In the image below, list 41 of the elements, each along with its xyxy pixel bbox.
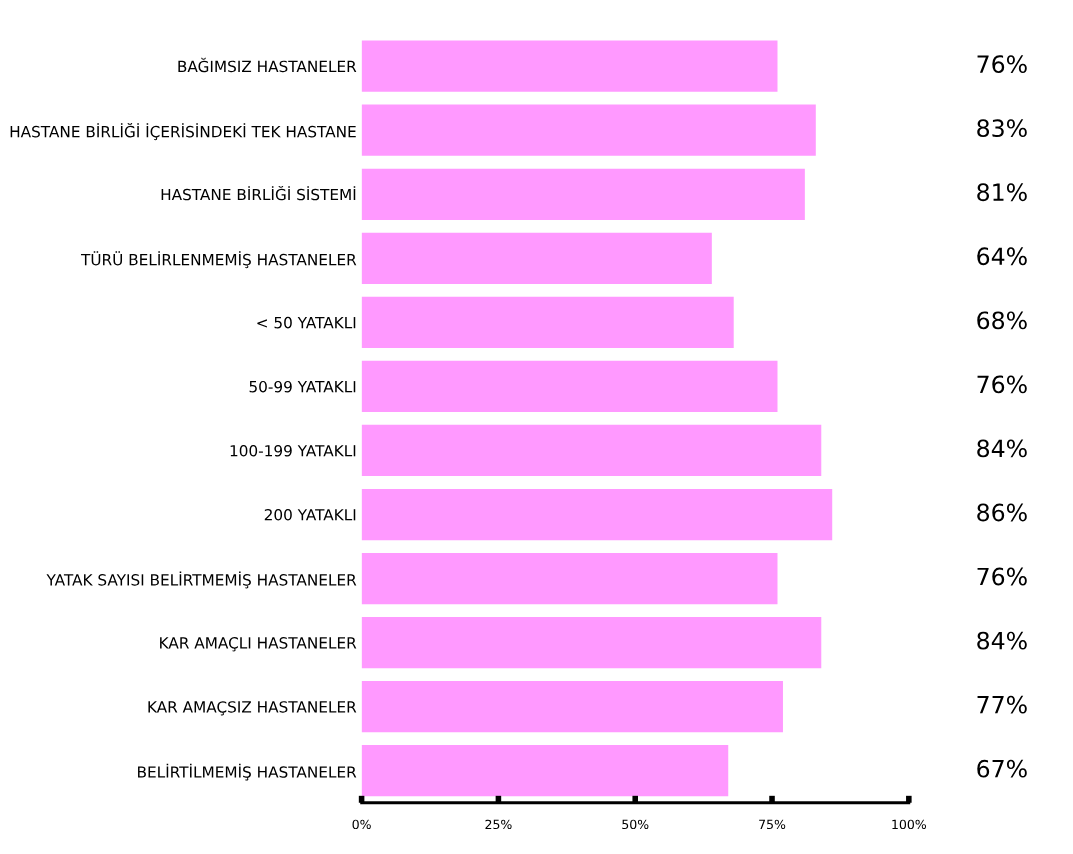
data-label: 84% xyxy=(977,631,1027,650)
bar xyxy=(361,296,734,348)
data-label: 76% xyxy=(977,375,1027,394)
x-tick-label: 25% xyxy=(485,819,512,830)
data-label: 77% xyxy=(977,695,1027,714)
bar xyxy=(361,424,822,477)
y-tick-label: TÜRÜ BELİRLENMEMİŞ HASTANELER xyxy=(80,251,357,269)
bar xyxy=(361,552,778,605)
data-label: 67% xyxy=(977,759,1027,778)
bar xyxy=(361,360,778,413)
x-tick-label: 50% xyxy=(622,819,649,830)
bar xyxy=(361,40,778,92)
y-tick-label: < 50 YATAKLI xyxy=(257,316,356,329)
y-tick-label: BAĞIMSIZ HASTANELER xyxy=(178,57,357,73)
bar xyxy=(361,168,805,220)
y-tick-label: 100-199 YATAKLI xyxy=(230,444,356,457)
x-tick-label: 75% xyxy=(759,819,786,830)
data-label: 68% xyxy=(977,311,1027,330)
bar xyxy=(361,232,712,284)
data-label: 81% xyxy=(977,183,1027,202)
data-label: 83% xyxy=(977,119,1027,138)
y-tick-label: KAR AMAÇSIZ HASTANELER xyxy=(148,701,357,716)
y-tick-label: 50-99 YATAKLI xyxy=(249,380,356,393)
data-label: 76% xyxy=(977,567,1027,586)
data-label: 84% xyxy=(977,439,1027,458)
data-label: 86% xyxy=(977,503,1027,522)
y-tick-label: 200 YATAKLI xyxy=(264,509,356,521)
x-tick-label: 100% xyxy=(892,819,927,830)
bar xyxy=(361,104,816,156)
bar xyxy=(361,681,783,733)
data-label: 76% xyxy=(977,55,1027,74)
bar xyxy=(361,617,822,669)
y-tick-label: KAR AMAÇLI HASTANELER xyxy=(160,637,357,652)
data-label: 64% xyxy=(977,247,1027,266)
y-tick-label: HASTANE BİRLİĞİ İÇERİSİNDEKİ TEK HASTANE xyxy=(10,123,356,141)
bar xyxy=(361,745,729,797)
x-tick-label: 0% xyxy=(352,819,371,830)
bar xyxy=(361,488,833,541)
y-tick-label: HASTANE BİRLİĞİ SİSTEMİ xyxy=(161,185,356,201)
y-tick-label: YATAK SAYISI BELİRTMEMİŞ HASTANELER xyxy=(46,571,357,589)
y-tick-label: BELİRTİLMEMİŞ HASTANELER xyxy=(138,763,357,781)
